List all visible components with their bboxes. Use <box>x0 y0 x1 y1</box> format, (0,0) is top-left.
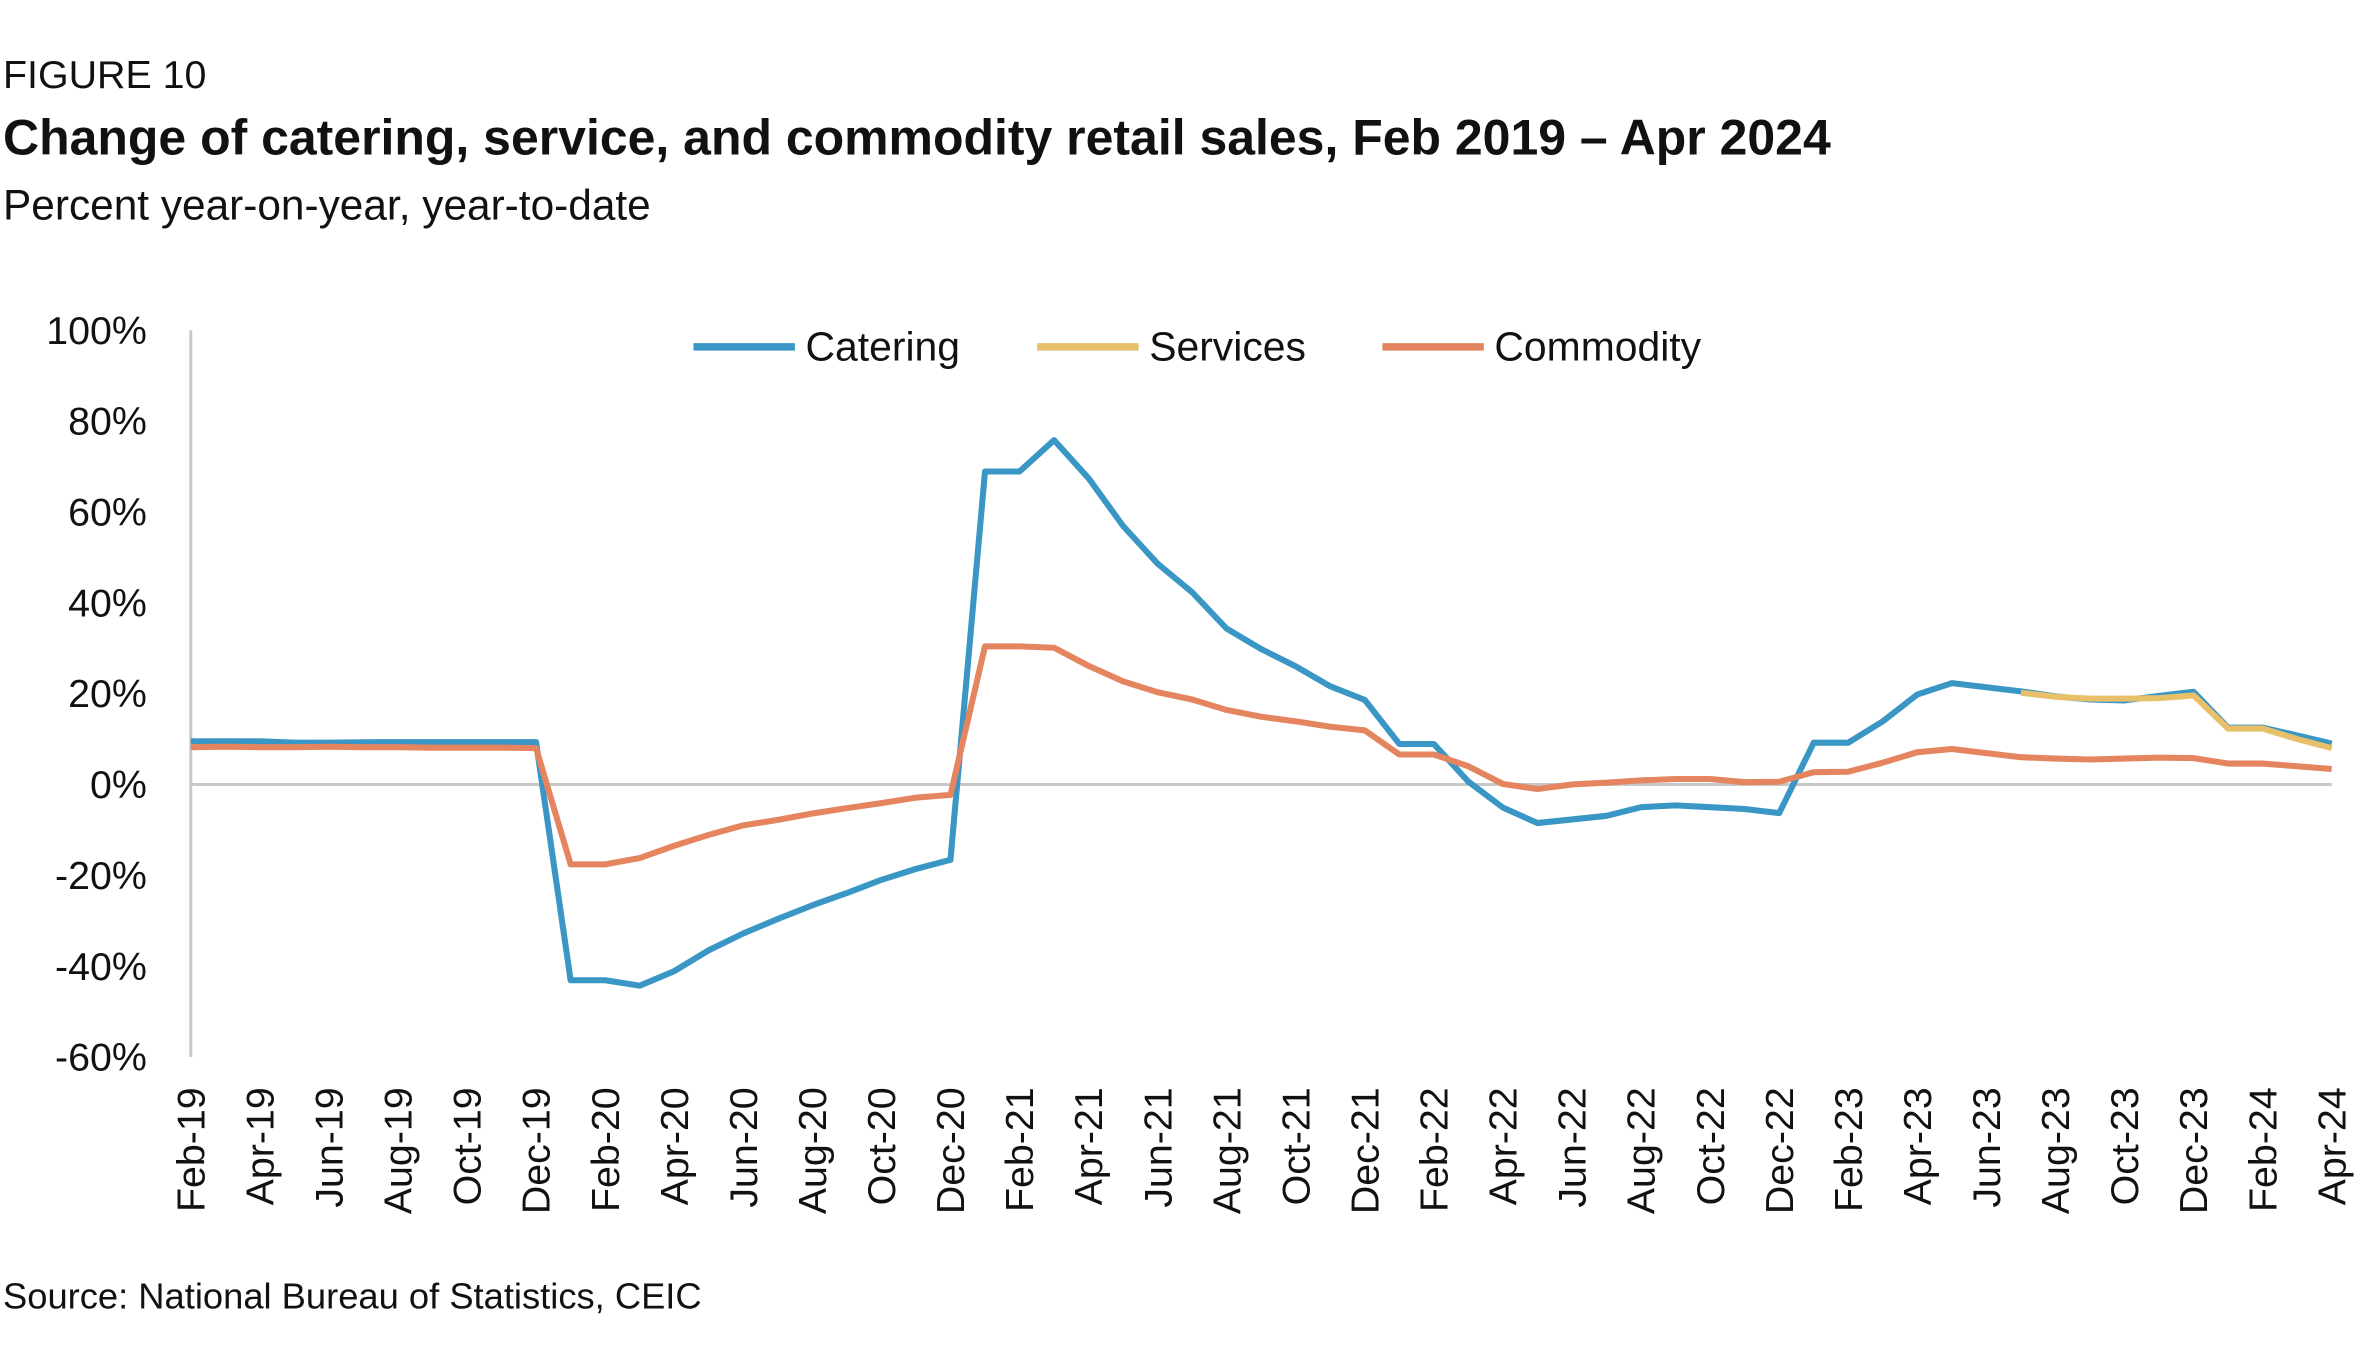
x-tick-label: Feb-22 <box>1413 1087 1457 1212</box>
y-tick-label: -40% <box>55 945 147 989</box>
y-tick-label: -60% <box>55 1036 147 1080</box>
y-tick-label: 0% <box>90 763 147 807</box>
x-tick-label: Jun-19 <box>308 1087 352 1207</box>
x-tick-label: Apr-20 <box>653 1087 697 1205</box>
y-tick-label: 100% <box>46 309 147 353</box>
x-tick-label: Jun-23 <box>1965 1087 2009 1207</box>
x-tick-label: Jun-21 <box>1136 1087 1180 1207</box>
x-tick-label: Dec-23 <box>2172 1087 2216 1214</box>
series-line <box>190 437 2333 989</box>
x-tick-label: Aug-20 <box>791 1087 835 1214</box>
x-tick-label: Aug-19 <box>377 1087 421 1214</box>
y-tick-label: -20% <box>55 854 147 898</box>
x-tick-label: Jun-22 <box>1551 1087 1595 1207</box>
y-tick-label: 40% <box>68 581 147 625</box>
x-tick-label: Feb-23 <box>1827 1087 1871 1212</box>
x-tick-label: Apr-23 <box>1896 1087 1940 1205</box>
series-line <box>190 643 2332 868</box>
x-tick-label: Oct-20 <box>860 1087 904 1205</box>
legend-label: Services <box>1149 324 1306 370</box>
x-tick-label: Aug-23 <box>2034 1087 2078 1214</box>
legend-label: Commodity <box>1494 324 1701 370</box>
x-tick-label: Feb-19 <box>169 1087 213 1212</box>
x-tick-label: Feb-24 <box>2241 1087 2285 1212</box>
y-tick-label: 60% <box>68 491 147 535</box>
chart-title: Change of catering, service, and commodi… <box>3 110 1831 166</box>
x-tick-label: Aug-22 <box>1620 1087 1664 1214</box>
legend-label: Catering <box>806 324 961 370</box>
x-tick-label: Jun-20 <box>722 1087 766 1207</box>
x-tick-label: Dec-19 <box>515 1087 559 1214</box>
x-tick-label: Apr-24 <box>2310 1087 2354 1205</box>
x-tick-label: Oct-19 <box>446 1087 490 1205</box>
x-tick-label: Feb-20 <box>584 1087 628 1212</box>
x-tick-label: Apr-22 <box>1482 1087 1526 1205</box>
x-tick-label: Apr-21 <box>1067 1087 1111 1205</box>
x-tick-label: Feb-21 <box>998 1087 1042 1212</box>
x-tick-label: Dec-20 <box>929 1087 973 1214</box>
x-tick-label: Oct-23 <box>2103 1087 2147 1205</box>
figure-label: FIGURE 10 <box>3 53 206 97</box>
x-tick-label: Oct-22 <box>1689 1087 1733 1205</box>
series-line <box>2020 689 2333 752</box>
x-tick-label: Dec-22 <box>1758 1087 1802 1214</box>
chart-subtitle: Percent year-on-year, year-to-date <box>3 182 651 229</box>
y-tick-label: 20% <box>68 672 147 716</box>
source-note: Source: National Bureau of Statistics, C… <box>3 1275 702 1316</box>
x-tick-label: Dec-21 <box>1343 1087 1387 1214</box>
y-tick-label: 80% <box>68 400 147 444</box>
x-tick-label: Apr-19 <box>238 1087 282 1205</box>
x-tick-label: Oct-21 <box>1274 1087 1318 1205</box>
x-tick-label: Aug-21 <box>1205 1087 1249 1214</box>
